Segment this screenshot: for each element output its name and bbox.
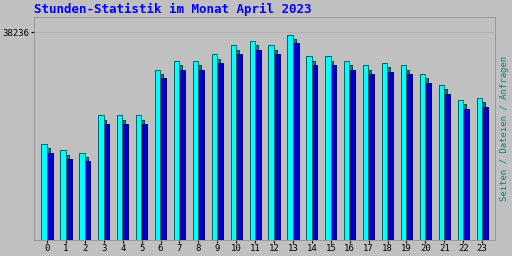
Bar (366, 69, 371, 240)
Bar (407, 74, 412, 240)
Bar (350, 69, 355, 240)
Bar (193, 61, 198, 240)
Bar (196, 65, 201, 240)
Bar (82, 157, 88, 240)
Bar (401, 65, 406, 240)
Bar (271, 50, 276, 240)
Bar (98, 115, 103, 240)
Bar (444, 93, 450, 240)
Bar (180, 69, 185, 240)
Bar (252, 46, 258, 240)
Bar (41, 144, 47, 240)
Bar (199, 69, 204, 240)
Bar (293, 43, 298, 240)
Bar (423, 78, 428, 240)
Bar (212, 54, 217, 240)
Bar (404, 69, 409, 240)
Bar (85, 161, 91, 240)
Bar (328, 61, 333, 240)
Bar (385, 67, 390, 240)
Bar (363, 65, 368, 240)
Bar (439, 85, 444, 240)
Bar (79, 153, 84, 240)
Bar (287, 35, 293, 240)
Bar (66, 159, 72, 240)
Bar (290, 39, 295, 240)
Bar (268, 46, 274, 240)
Bar (63, 155, 69, 240)
Bar (461, 104, 466, 240)
Bar (458, 100, 463, 240)
Bar (155, 69, 160, 240)
Bar (477, 98, 482, 240)
Bar (382, 63, 387, 240)
Bar (104, 124, 110, 240)
Bar (331, 65, 336, 240)
Bar (442, 89, 447, 240)
Bar (101, 120, 106, 240)
Bar (255, 50, 261, 240)
Bar (136, 115, 141, 240)
Bar (274, 54, 280, 240)
Bar (369, 74, 374, 240)
Bar (309, 61, 314, 240)
Bar (312, 65, 317, 240)
Bar (177, 65, 182, 240)
Bar (139, 120, 144, 240)
Bar (123, 124, 129, 240)
Bar (45, 148, 50, 240)
Bar (117, 115, 122, 240)
Bar (215, 59, 220, 240)
Bar (347, 65, 352, 240)
Bar (420, 74, 425, 240)
Bar (47, 153, 53, 240)
Bar (174, 61, 179, 240)
Bar (158, 74, 163, 240)
Bar (60, 151, 66, 240)
Bar (142, 124, 147, 240)
Bar (479, 102, 485, 240)
Text: Stunden-Statistik im Monat April 2023: Stunden-Statistik im Monat April 2023 (34, 3, 311, 16)
Bar (344, 61, 350, 240)
Bar (249, 41, 255, 240)
Bar (120, 120, 125, 240)
Bar (161, 78, 166, 240)
Bar (230, 46, 236, 240)
Bar (233, 50, 239, 240)
Bar (425, 83, 431, 240)
Bar (482, 107, 488, 240)
Bar (388, 72, 393, 240)
Bar (237, 54, 242, 240)
Bar (325, 56, 331, 240)
Bar (218, 63, 223, 240)
Bar (306, 56, 312, 240)
Bar (463, 109, 469, 240)
